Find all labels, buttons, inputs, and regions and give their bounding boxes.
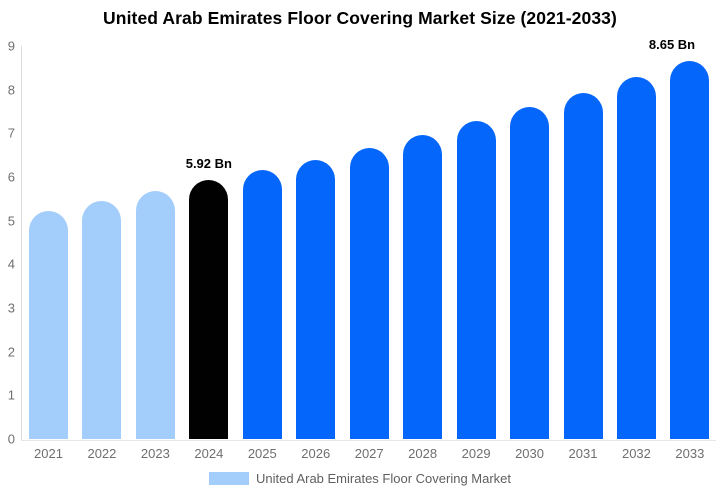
y-tick-label: 6: [7, 169, 15, 185]
bar-2027[interactable]: [349, 147, 389, 439]
legend-label: United Arab Emirates Floor Covering Mark…: [255, 471, 512, 486]
bar-value-label-2033: 8.65 Bn: [648, 37, 696, 53]
x-tick-label-2030: 2030: [515, 446, 544, 461]
x-tick-label-2033: 2033: [675, 446, 705, 461]
bar-2033[interactable]: [670, 61, 710, 439]
y-tick-label: 7: [7, 125, 15, 141]
bar-2024[interactable]: [189, 180, 229, 439]
x-tick-label-2027: 2027: [354, 446, 384, 461]
bar-2029[interactable]: [456, 121, 496, 439]
bar-2021[interactable]: [29, 211, 68, 439]
y-tick-label: 8: [7, 82, 15, 98]
chart-title: United Arab Emirates Floor Covering Mark…: [103, 8, 617, 28]
x-tick-label-2031: 2031: [568, 446, 598, 461]
y-tick-label: 0: [7, 431, 15, 447]
y-tick-label: 1: [7, 387, 15, 403]
x-tick-label-2026: 2026: [301, 446, 331, 461]
x-tick-label-2025: 2025: [247, 446, 277, 461]
x-tick-label-2022: 2022: [87, 446, 117, 461]
bar-2030[interactable]: [510, 107, 550, 439]
legend-swatch[interactable]: [208, 472, 249, 485]
bar-2031[interactable]: [563, 92, 603, 439]
x-tick-label-2029: 2029: [461, 446, 491, 461]
y-tick-label: 3: [7, 300, 15, 316]
x-axis-line: [21, 440, 716, 441]
y-axis-line: [21, 46, 22, 440]
x-tick-label-2024: 2024: [194, 446, 224, 461]
y-tick-label: 9: [7, 38, 15, 54]
bar-2032[interactable]: [616, 77, 656, 439]
bar-2026[interactable]: [296, 159, 336, 439]
bar-2028[interactable]: [403, 135, 443, 439]
x-tick-label-2023: 2023: [140, 446, 170, 461]
bar-value-label-2024: 5.92 Bn: [185, 156, 232, 172]
bar-2025[interactable]: [242, 170, 282, 439]
x-tick-label-2021: 2021: [34, 446, 63, 461]
x-tick-label-2032: 2032: [621, 446, 651, 461]
x-tick-label-2028: 2028: [408, 446, 438, 461]
y-tick-label: 5: [7, 213, 15, 229]
bar-2023[interactable]: [135, 190, 175, 439]
bar-2022[interactable]: [82, 201, 122, 439]
legend[interactable]: United Arab Emirates Floor Covering Mark…: [0, 471, 720, 486]
y-tick-label: 4: [7, 256, 15, 272]
y-tick-label: 2: [7, 344, 15, 360]
